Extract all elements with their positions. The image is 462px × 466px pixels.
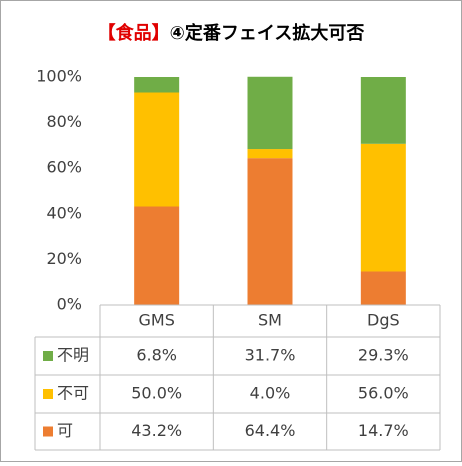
- legend-label: 不可: [57, 384, 89, 403]
- y-tick-label: 60%: [46, 158, 82, 177]
- table-cell: 43.2%: [131, 421, 182, 440]
- bar-segment: [247, 158, 293, 305]
- table-cell: 14.7%: [358, 421, 409, 440]
- table-cell: 31.7%: [245, 346, 296, 365]
- y-tick-label: 100%: [36, 67, 82, 86]
- y-tick-label: 20%: [46, 249, 82, 268]
- table-cell: 56.0%: [358, 384, 409, 403]
- bar-segment: [360, 143, 406, 272]
- x-tick-label: GMS: [138, 311, 174, 330]
- title-text: ④定番フェイス拡大可否: [170, 22, 365, 44]
- legend-swatch: [43, 351, 53, 361]
- bar-segment: [247, 76, 293, 150]
- bar-segment: [360, 77, 406, 144]
- table-cell: 50.0%: [131, 384, 182, 403]
- title-tag: 【食品】: [98, 22, 170, 44]
- bar-segment: [134, 206, 180, 305]
- bar-segment: [360, 271, 406, 305]
- x-tick-label: SM: [258, 311, 282, 330]
- legend-label: 可: [57, 421, 73, 440]
- y-tick-label: 0%: [57, 295, 82, 314]
- chart-title: 【食品】④定番フェイス拡大可否: [98, 22, 365, 44]
- legend-swatch: [43, 389, 53, 399]
- bar-segment: [134, 92, 180, 207]
- table-cell: 64.4%: [245, 421, 296, 440]
- bar-segment: [247, 149, 293, 159]
- x-tick-label: DgS: [367, 311, 400, 330]
- table-cell: 6.8%: [136, 346, 177, 365]
- table-cell: 29.3%: [358, 346, 409, 365]
- table-cell: 4.0%: [250, 384, 291, 403]
- y-tick-label: 80%: [46, 112, 82, 131]
- y-tick-label: 40%: [46, 203, 82, 222]
- legend-swatch: [43, 426, 53, 437]
- bar-segment: [134, 77, 180, 93]
- legend-label: 不明: [57, 346, 89, 365]
